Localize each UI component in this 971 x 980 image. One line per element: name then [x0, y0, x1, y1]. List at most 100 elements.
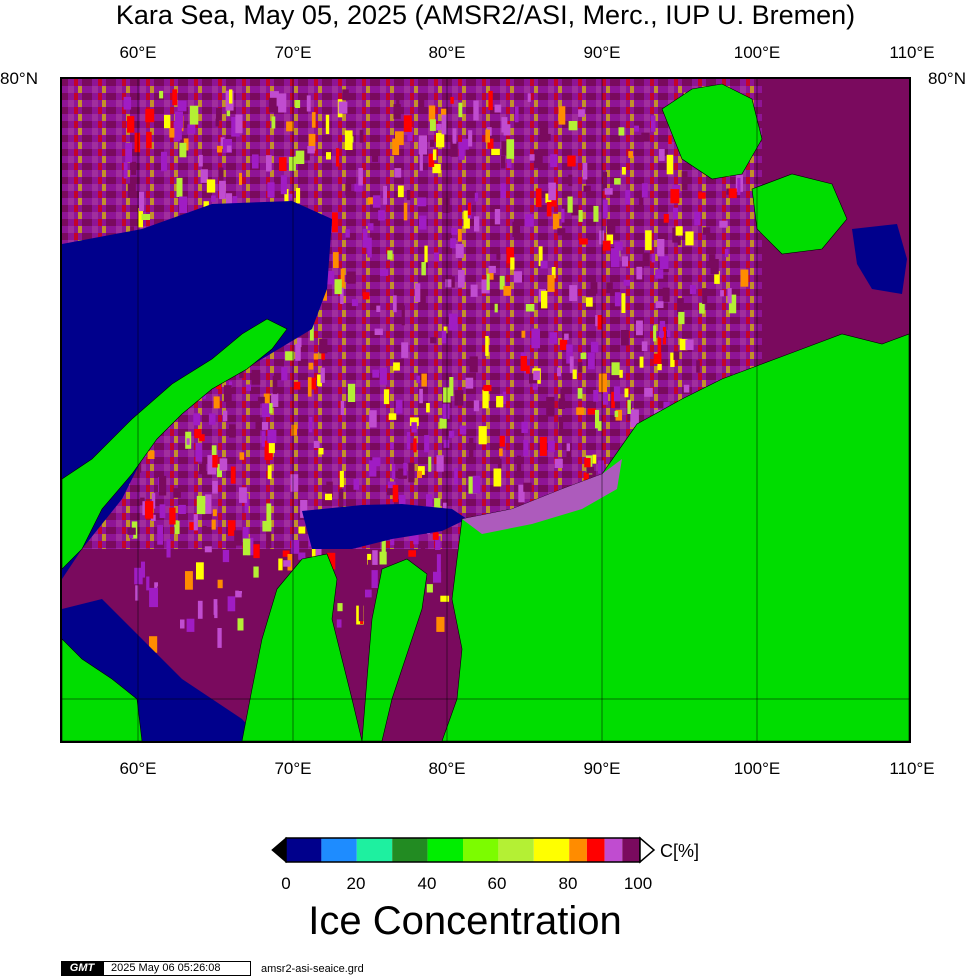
ice-cell	[567, 196, 573, 213]
ice-cell	[418, 637, 427, 645]
ice-cell	[542, 133, 551, 141]
ice-cell	[383, 389, 390, 405]
ice-concentration-map	[60, 77, 911, 743]
ice-cell	[296, 154, 304, 164]
ice-cell	[521, 421, 528, 433]
ice-cell	[283, 560, 291, 567]
colorbar-tick-40: 40	[417, 874, 437, 893]
ice-cell	[241, 593, 248, 608]
ice-cell	[419, 388, 423, 404]
ice-cell	[639, 356, 644, 368]
ice-cell	[176, 177, 183, 197]
ice-cell	[386, 488, 394, 496]
ice-cell	[469, 437, 474, 458]
lon-label-bottom-60: 60°E	[119, 759, 157, 778]
ice-cell	[546, 202, 552, 217]
ice-cell	[417, 197, 427, 207]
ice-cell	[450, 141, 458, 157]
ice-cell	[367, 237, 372, 258]
land-novaya-zemlya	[62, 318, 288, 570]
ice-cell	[388, 413, 397, 420]
ice-cell	[533, 370, 540, 381]
ice-cell	[463, 210, 470, 229]
ice-cell	[334, 279, 342, 295]
ice-cell	[452, 128, 457, 144]
ice-cell	[151, 514, 156, 521]
ice-cell	[655, 301, 664, 308]
ice-cell	[458, 102, 463, 118]
ice-cell	[615, 409, 622, 421]
ice-cell	[658, 331, 664, 338]
ice-cell	[603, 391, 608, 405]
ice-cell	[568, 121, 578, 131]
ice-cell	[506, 247, 514, 264]
ice-cell	[195, 442, 203, 462]
lon-label-top-100: 100°E	[733, 43, 781, 62]
ice-cell	[393, 362, 400, 371]
ice-cell	[641, 183, 648, 198]
ice-cells	[122, 89, 749, 653]
ice-cell	[662, 287, 670, 302]
ice-cell	[702, 227, 711, 235]
ice-cell	[378, 210, 385, 221]
ice-cell	[403, 462, 407, 476]
ice-cell	[611, 391, 615, 408]
ice-cell	[239, 452, 245, 460]
ice-cell	[359, 129, 364, 143]
ice-cell	[641, 132, 650, 142]
ice-cell	[229, 424, 236, 438]
ice-cell	[362, 292, 370, 300]
ice-cell	[727, 288, 732, 304]
land-severnaya-zemlya-north	[661, 83, 763, 180]
ice-cell	[639, 190, 644, 208]
ice-cell	[372, 195, 381, 208]
ice-cell	[146, 131, 152, 149]
ice-cell	[147, 450, 155, 459]
ice-cell	[383, 185, 387, 205]
ice-cell	[441, 330, 447, 344]
ice-cell	[436, 455, 444, 472]
ice-cell	[186, 618, 195, 632]
ice-cell	[173, 488, 181, 498]
ice-cell	[580, 353, 587, 360]
ice-cell	[396, 96, 400, 109]
ice-cell	[295, 343, 301, 361]
ice-cell	[499, 275, 505, 290]
ice-cell	[625, 189, 631, 205]
ice-cell	[685, 231, 694, 246]
ice-cell	[428, 456, 432, 472]
ice-cell	[614, 411, 619, 417]
ice-cell	[211, 445, 217, 458]
ice-cell	[740, 269, 749, 287]
ice-cell	[432, 532, 439, 540]
ice-cell	[557, 228, 566, 236]
ice-cell	[255, 417, 263, 431]
ice-cell	[597, 315, 603, 330]
ice-cell	[449, 313, 458, 331]
lon-label-top-60: 60°E	[119, 43, 157, 62]
ice-cell	[308, 377, 316, 390]
ice-cell	[500, 155, 506, 169]
ice-cell	[317, 374, 322, 386]
ice-cell	[641, 341, 648, 352]
ice-cell	[683, 384, 690, 393]
ice-cell	[597, 421, 602, 431]
ice-cell	[353, 478, 359, 490]
ice-cell	[462, 138, 469, 150]
ice-cell	[339, 470, 344, 488]
ice-cell	[714, 271, 720, 284]
ice-cell	[650, 115, 656, 132]
ice-cell	[421, 373, 427, 387]
ice-cell	[196, 495, 206, 515]
ice-cell	[583, 185, 591, 192]
ice-cell	[228, 381, 233, 388]
ice-cell	[454, 467, 458, 485]
ice-cell	[374, 328, 383, 335]
ice-cell	[595, 409, 600, 429]
ice-cell	[398, 468, 407, 479]
map-canvas	[62, 79, 909, 741]
ice-cell	[390, 442, 394, 450]
ice-cell	[651, 253, 656, 263]
ice-cell	[623, 279, 630, 286]
ice-cell	[572, 369, 577, 380]
